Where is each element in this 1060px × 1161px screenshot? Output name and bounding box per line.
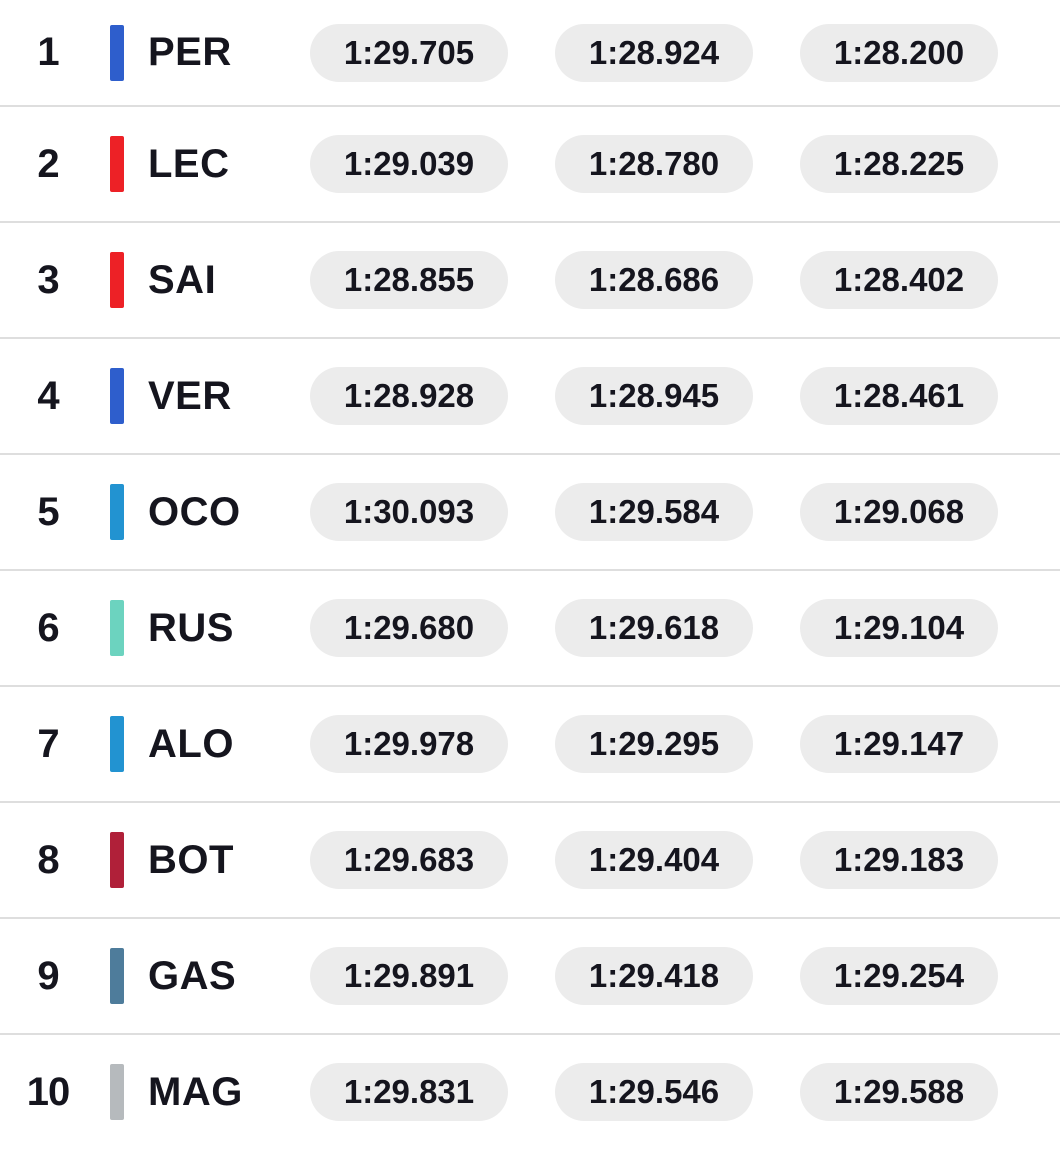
lap-time-pill-2: 1:28.924: [555, 23, 753, 82]
lap-time-pill-1: 1:29.705: [310, 23, 508, 82]
team-color-bar: [110, 24, 124, 81]
lap-time-pill-2: 1:29.295: [555, 715, 753, 773]
lap-time-pill-1: 1:29.683: [310, 831, 508, 889]
lap-time-pill-3: 1:29.254: [800, 947, 998, 1005]
table-row[interactable]: 7 ALO 1:29.978 1:29.295 1:29.147: [0, 685, 1060, 801]
position-label: 7: [37, 721, 59, 766]
lap-time-pill-3: 1:29.068: [800, 483, 998, 541]
table-row[interactable]: 2 LEC 1:29.039 1:28.780 1:28.225: [0, 105, 1060, 221]
team-color-bar: [110, 1064, 124, 1120]
lap-times: 1:29.705 1:28.924 1:28.200: [310, 23, 998, 82]
lap-times: 1:30.093 1:29.584 1:29.068: [310, 483, 998, 541]
lap-time-pill-2: 1:29.418: [555, 947, 753, 1005]
lap-time-pill-1: 1:29.039: [310, 135, 508, 193]
lap-time-pill-3: 1:29.588: [800, 1063, 998, 1121]
lap-times: 1:29.039 1:28.780 1:28.225: [310, 135, 998, 193]
driver-code: LEC: [148, 141, 230, 186]
lap-time-pill-1: 1:28.855: [310, 251, 508, 309]
position-label: 9: [37, 953, 59, 998]
team-color-bar: [110, 948, 124, 1004]
lap-time-pill-1: 1:29.891: [310, 947, 508, 1005]
lap-time-pill-1: 1:28.928: [310, 367, 508, 425]
lap-times: 1:29.891 1:29.418 1:29.254: [310, 947, 998, 1005]
position-label: 10: [26, 1069, 71, 1114]
lap-times: 1:28.928 1:28.945 1:28.461: [310, 367, 998, 425]
driver-code: ALO: [148, 721, 234, 766]
lap-time-pill-1: 1:29.831: [310, 1063, 508, 1121]
driver-code: RUS: [148, 605, 234, 650]
driver-code: VER: [148, 373, 232, 418]
team-color-bar: [110, 484, 124, 540]
lap-time-pill-2: 1:29.404: [555, 831, 753, 889]
driver-code: SAI: [148, 257, 217, 302]
team-color-bar: [110, 600, 124, 656]
position-label: 2: [37, 141, 59, 186]
lap-time-pill-2: 1:29.618: [555, 599, 753, 657]
team-color-bar: [110, 368, 124, 424]
driver-code: BOT: [148, 837, 234, 882]
table-row[interactable]: 3 SAI 1:28.855 1:28.686 1:28.402: [0, 221, 1060, 337]
driver-code: GAS: [148, 953, 237, 998]
lap-time-pill-3: 1:28.200: [800, 23, 998, 82]
lap-times: 1:29.978 1:29.295 1:29.147: [310, 715, 998, 773]
lap-times: 1:29.680 1:29.618 1:29.104: [310, 599, 998, 657]
lap-time-pill-3: 1:29.183: [800, 831, 998, 889]
team-color-bar: [110, 832, 124, 888]
lap-times: 1:29.683 1:29.404 1:29.183: [310, 831, 998, 889]
driver-code: MAG: [148, 1069, 243, 1114]
lap-time-pill-2: 1:28.686: [555, 251, 753, 309]
team-color-bar: [110, 136, 124, 192]
table-row[interactable]: 6 RUS 1:29.680 1:29.618 1:29.104: [0, 569, 1060, 685]
lap-time-pill-1: 1:29.680: [310, 599, 508, 657]
driver-code: OCO: [148, 489, 241, 534]
lap-time-pill-1: 1:30.093: [310, 483, 508, 541]
driver-code: PER: [148, 30, 232, 74]
lap-time-pill-2: 1:29.584: [555, 483, 753, 541]
lap-times: 1:28.855 1:28.686 1:28.402: [310, 251, 998, 309]
table-row[interactable]: 5 OCO 1:30.093 1:29.584 1:29.068: [0, 453, 1060, 569]
position-label: 5: [37, 489, 59, 534]
position-label: 1: [37, 30, 59, 74]
lap-time-pill-3: 1:28.225: [800, 135, 998, 193]
table-row[interactable]: 4 VER 1:28.928 1:28.945 1:28.461: [0, 337, 1060, 453]
lap-time-pill-2: 1:29.546: [555, 1063, 753, 1121]
table-row[interactable]: 8 BOT 1:29.683 1:29.404 1:29.183: [0, 801, 1060, 917]
lap-time-pill-1: 1:29.978: [310, 715, 508, 773]
lap-time-pill-2: 1:28.945: [555, 367, 753, 425]
team-color-bar: [110, 252, 124, 308]
position-label: 6: [37, 605, 59, 650]
table-row[interactable]: 10 MAG 1:29.831 1:29.546 1:29.588: [0, 1033, 1060, 1149]
position-label: 3: [37, 257, 59, 302]
table-row[interactable]: 9 GAS 1:29.891 1:29.418 1:29.254: [0, 917, 1060, 1033]
lap-times: 1:29.831 1:29.546 1:29.588: [310, 1063, 998, 1121]
lap-time-pill-3: 1:28.402: [800, 251, 998, 309]
lap-time-pill-3: 1:28.461: [800, 367, 998, 425]
table-row[interactable]: 1 PER 1:29.705 1:28.924 1:28.200: [0, 0, 1060, 105]
team-color-bar: [110, 716, 124, 772]
lap-time-pill-3: 1:29.104: [800, 599, 998, 657]
position-label: 8: [37, 837, 59, 882]
lap-time-pill-3: 1:29.147: [800, 715, 998, 773]
position-label: 4: [37, 373, 59, 418]
lap-time-pill-2: 1:28.780: [555, 135, 753, 193]
